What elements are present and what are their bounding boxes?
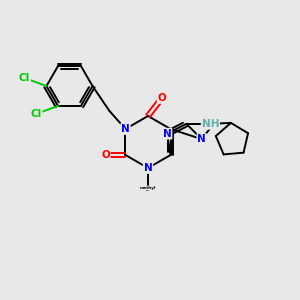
Text: N: N xyxy=(197,134,206,144)
Text: N: N xyxy=(121,124,130,134)
Text: O: O xyxy=(101,150,110,160)
Text: N: N xyxy=(163,129,172,139)
Text: N: N xyxy=(144,163,152,173)
Text: O: O xyxy=(158,93,166,103)
Text: methyl: methyl xyxy=(148,190,153,191)
Text: methyl: methyl xyxy=(140,186,156,190)
Text: Cl: Cl xyxy=(19,73,30,83)
Text: NH: NH xyxy=(202,119,219,129)
Text: methyl: methyl xyxy=(146,189,150,190)
Text: Cl: Cl xyxy=(30,109,42,119)
